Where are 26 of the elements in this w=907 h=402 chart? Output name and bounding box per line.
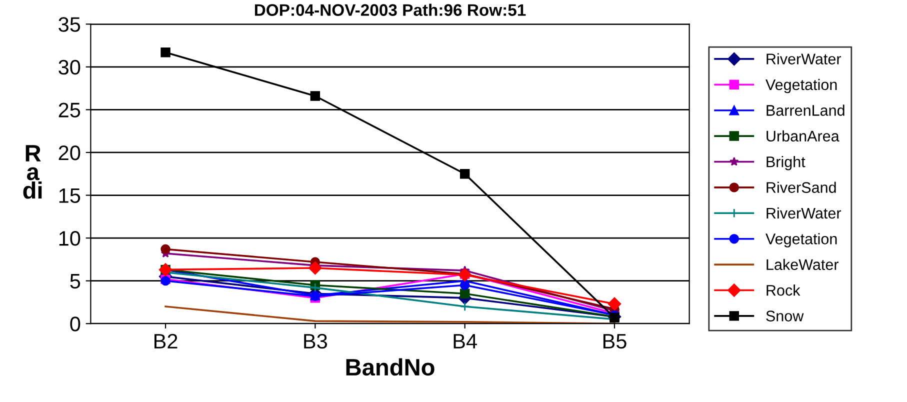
legend-label: RiverSand (766, 182, 836, 193)
y-tick-label: 25 (58, 102, 80, 118)
legend-label: LakeWater (766, 258, 839, 270)
x-tick-label: B5 (603, 334, 626, 349)
y-tick-label: 15 (59, 188, 80, 204)
x-tick-label: B2 (154, 334, 178, 348)
legend-label: Rock (766, 284, 800, 296)
x-tick-label: B3 (304, 334, 328, 349)
x-tick-label: B4 (454, 334, 477, 348)
y-tick-label: 30 (58, 60, 80, 75)
x-axis-title: BandNo (346, 358, 434, 376)
y-tick-label: 5 (70, 274, 80, 289)
y-tick-label: 10 (59, 231, 80, 246)
y-tick-label: 0 (70, 316, 80, 332)
legend-label: UrbanArea (766, 130, 840, 142)
legend-label: RiverWater (766, 207, 842, 219)
legend-label: RiverWater (766, 53, 842, 64)
y-axis-title: R a di (23, 145, 42, 199)
legend-label: Vegetation (766, 233, 837, 248)
y-tick-label: 20 (58, 145, 80, 160)
chart-title: DOP:04-NOV-2003 Path:96 Row:51 (254, 4, 526, 16)
legend-label: Vegetation (766, 78, 837, 94)
y-tick-label: 35 (58, 17, 80, 32)
legend-label: BarrenLand (766, 104, 844, 116)
legend-label: Snow (766, 310, 804, 322)
legend-label: Bright (766, 156, 806, 170)
